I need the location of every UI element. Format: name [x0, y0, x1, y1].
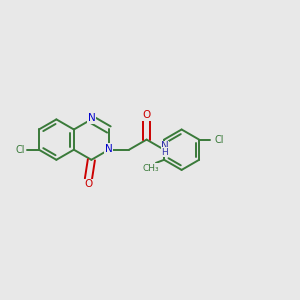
Text: N: N	[161, 141, 169, 151]
Text: N: N	[105, 143, 113, 154]
Text: H: H	[162, 148, 168, 157]
Text: Cl: Cl	[16, 145, 25, 155]
Text: N: N	[88, 113, 95, 123]
Text: Cl: Cl	[214, 135, 224, 145]
Text: CH₃: CH₃	[142, 164, 159, 173]
Text: O: O	[84, 179, 92, 189]
Text: O: O	[142, 110, 151, 120]
